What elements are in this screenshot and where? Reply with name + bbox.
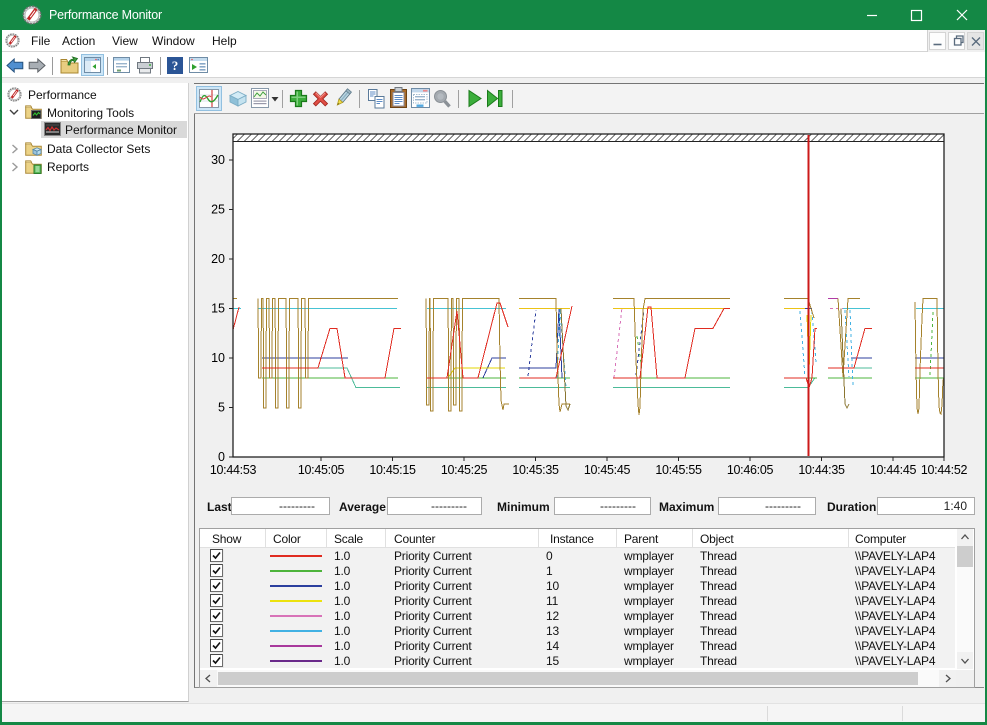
svg-text:20: 20: [211, 252, 225, 266]
svg-text:15: 15: [211, 302, 225, 316]
svg-text:10: 10: [211, 351, 225, 365]
svg-text:10:45:05: 10:45:05: [298, 463, 345, 477]
svg-text:10:45:55: 10:45:55: [655, 463, 702, 477]
svg-text:10:44:45: 10:44:45: [870, 463, 917, 477]
svg-text:10:45:15: 10:45:15: [369, 463, 416, 477]
svg-text:10:45:25: 10:45:25: [441, 463, 488, 477]
svg-text:10:44:52: 10:44:52: [921, 463, 968, 477]
svg-text:10:45:45: 10:45:45: [584, 463, 631, 477]
svg-text:10:46:05: 10:46:05: [727, 463, 774, 477]
svg-text:10:44:35: 10:44:35: [798, 463, 845, 477]
svg-text:10:44:53: 10:44:53: [210, 463, 257, 477]
svg-text:30: 30: [211, 153, 225, 167]
svg-text:0: 0: [218, 450, 225, 464]
svg-text:10:45:35: 10:45:35: [512, 463, 559, 477]
svg-text:5: 5: [218, 401, 225, 415]
svg-text:25: 25: [211, 203, 225, 217]
